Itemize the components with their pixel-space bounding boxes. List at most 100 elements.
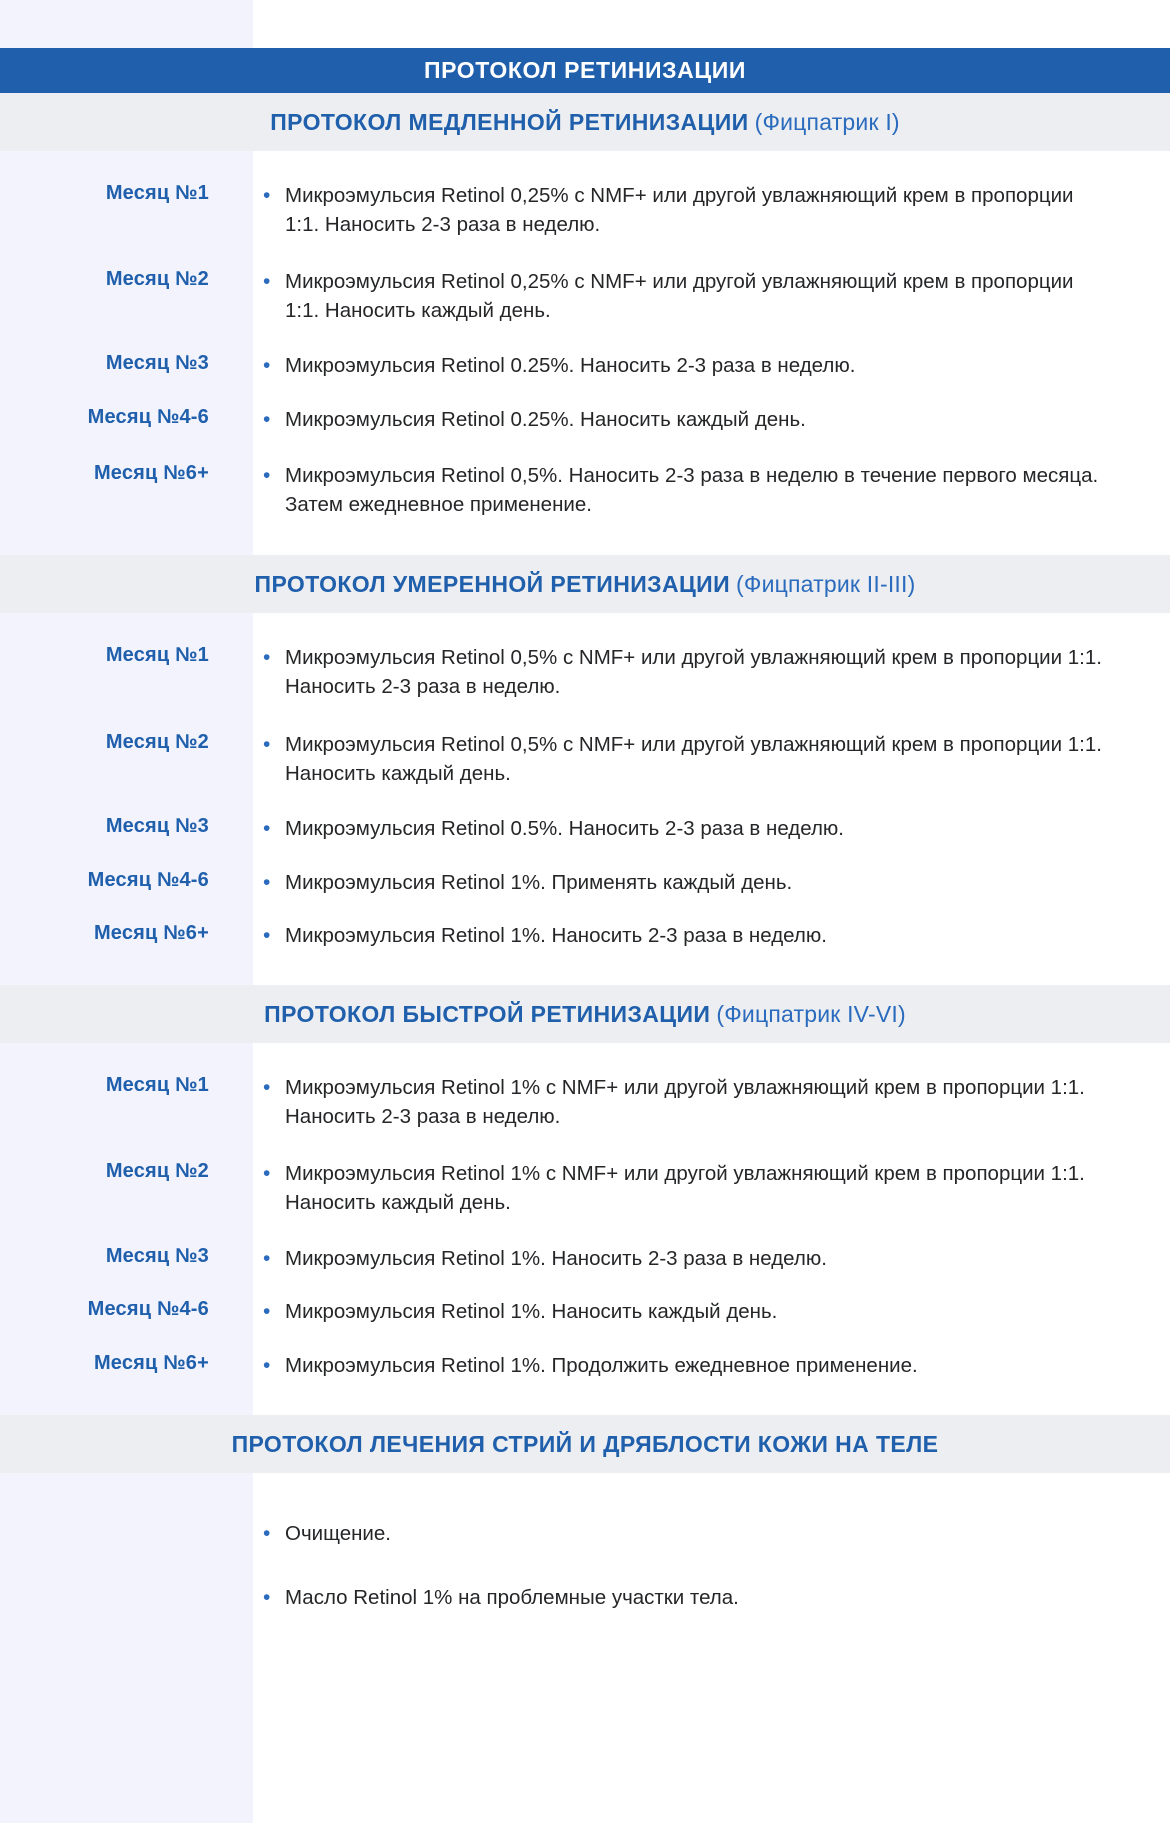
protocol-row: Месяц №4-6 • Микроэмульсия Retinol 0.25%… xyxy=(0,389,1170,443)
instruction-text: Микроэмульсия Retinol 1%. Применять кажд… xyxy=(285,870,793,894)
instruction-cell: • Микроэмульсия Retinol 1% с NMF+ или др… xyxy=(253,1159,1170,1217)
instruction-cell: • Микроэмульсия Retinol 0.5%. Наносить 2… xyxy=(253,814,1170,844)
section-header-moderate-retinization: ПРОТОКОЛ УМЕРЕННОЙ РЕТИНИЗАЦИИ (Фицпатрик… xyxy=(0,555,1170,614)
protocol-row: Месяц №2 • Микроэмульсия Retinol 1% с NM… xyxy=(0,1141,1170,1227)
instruction-cell: • Микроэмульсия Retinol 0.25%. Наносить … xyxy=(253,405,1170,435)
protocol-row: Месяц №2 • Микроэмульсия Retinol 0,25% с… xyxy=(0,249,1170,335)
month-cell: Месяц №3 xyxy=(0,351,253,375)
protocol-row: Месяц №4-6 • Микроэмульсия Retinol 1%. П… xyxy=(0,852,1170,906)
bullet-icon: • xyxy=(263,184,271,207)
month-label: Месяц №6+ xyxy=(93,462,209,485)
instruction-cell: • Микроэмульсия Retinol 0,25% с NMF+ или… xyxy=(253,267,1170,325)
document-title-banner: ПРОТОКОЛ РЕТИНИЗАЦИИ xyxy=(0,48,1170,93)
instruction-text: Микроэмульсия Retinol 1%. Наносить кажды… xyxy=(285,1300,778,1324)
month-label: Месяц №3 xyxy=(105,1244,209,1267)
month-label: Месяц №4-6 xyxy=(87,406,209,429)
bullet-icon: • xyxy=(263,1522,271,1546)
instruction-text: Микроэмульсия Retinol 0,5% с NMF+ или др… xyxy=(285,732,1102,785)
instruction-text: Микроэмульсия Retinol 0,5%. Наносить 2-3… xyxy=(285,464,1099,517)
section-header-slow-retinization: ПРОТОКОЛ МЕДЛЕННОЙ РЕТИНИЗАЦИИ (Фицпатрик… xyxy=(0,93,1170,151)
month-label: Месяц №2 xyxy=(105,1160,209,1183)
section-body-body-stretchmarks: • Очищение. • Масло Retinol 1% на пробле… xyxy=(0,1473,1170,1653)
month-cell: Месяц №6+ xyxy=(0,1351,253,1375)
section-subtitle-fitzpatrick: (Фицпатрик II-III) xyxy=(736,570,916,597)
month-cell: Месяц №2 xyxy=(0,730,253,754)
bullet-icon: • xyxy=(263,270,271,294)
bullet-icon: • xyxy=(263,1354,271,1378)
month-cell: Месяц №4-6 xyxy=(0,1297,253,1321)
section-title: ПРОТОКОЛ УМЕРЕННОЙ РЕТИНИЗАЦИИ xyxy=(254,570,731,597)
instruction-cell: • Микроэмульсия Retinol 1%. Наносить 2-3… xyxy=(253,1244,1170,1274)
bullet-icon: • xyxy=(263,732,271,756)
instruction-text: Микроэмульсия Retinol 1% с NMF+ или друг… xyxy=(285,1076,1085,1129)
instruction-text: Масло Retinol 1% на проблемные участки т… xyxy=(285,1585,739,1609)
month-label: Месяц №1 xyxy=(105,1074,209,1097)
month-cell: Месяц №1 xyxy=(0,181,253,205)
instruction-text: Микроэмульсия Retinol 0.25%. Наносить ка… xyxy=(285,408,806,432)
month-cell: Месяц №1 xyxy=(0,643,253,667)
instruction-text: Микроэмульсия Retinol 0,5% с NMF+ или др… xyxy=(285,646,1102,699)
bullet-icon: • xyxy=(263,1300,271,1324)
list-item: • Очищение. xyxy=(0,1519,1170,1583)
month-label: Месяц №4-6 xyxy=(87,1298,209,1321)
month-label: Месяц №1 xyxy=(105,182,209,204)
section-body-moderate-retinization: Месяц №1 • Микроэмульсия Retinol 0,5% с … xyxy=(0,613,1170,986)
bullet-icon: • xyxy=(263,354,271,378)
month-label: Месяц №2 xyxy=(105,268,209,291)
month-label: Месяц №3 xyxy=(105,814,209,837)
protocol-row: Месяц №3 • Микроэмульсия Retinol 0.25%. … xyxy=(0,335,1170,389)
month-label: Месяц №6+ xyxy=(93,1352,209,1375)
month-label: Месяц №1 xyxy=(105,644,209,667)
month-cell: Месяц №3 xyxy=(0,1244,253,1268)
protocol-row: Месяц №6+ • Микроэмульсия Retinol 1%. На… xyxy=(0,905,1170,959)
protocol-row: Месяц №3 • Микроэмульсия Retinol 0.5%. Н… xyxy=(0,798,1170,852)
instruction-cell: • Микроэмульсия Retinol 0.25%. Наносить … xyxy=(253,351,1170,381)
instruction-cell: • Микроэмульсия Retinol 0,25% с NMF+ или… xyxy=(253,181,1170,239)
instruction-cell: • Микроэмульсия Retinol 1% с NMF+ или др… xyxy=(253,1073,1170,1131)
month-cell: Месяц №2 xyxy=(0,267,253,291)
instruction-text: Микроэмульсия Retinol 1% с NMF+ или друг… xyxy=(285,1162,1085,1215)
month-cell: Месяц №6+ xyxy=(0,921,253,945)
month-label: Месяц №3 xyxy=(105,352,209,375)
instruction-cell: • Микроэмульсия Retinol 0,5% с NMF+ или … xyxy=(253,730,1170,788)
instruction-cell: • Микроэмульсия Retinol 1%. Применять ка… xyxy=(253,868,1170,898)
section-subtitle-fitzpatrick: (Фицпатрик IV-VI) xyxy=(716,1000,906,1027)
month-cell: Месяц №3 xyxy=(0,814,253,838)
section-body-fast-retinization: Месяц №1 • Микроэмульсия Retinol 1% с NM… xyxy=(0,1043,1170,1416)
bullet-icon: • xyxy=(263,1162,271,1186)
instruction-text: Микроэмульсия Retinol 0,25% с NMF+ или д… xyxy=(285,270,1074,323)
protocol-row: Месяц №3 • Микроэмульсия Retinol 1%. Нан… xyxy=(0,1228,1170,1282)
month-cell: Месяц №1 xyxy=(0,1073,253,1097)
section-title: ПРОТОКОЛ ЛЕЧЕНИЯ СТРИЙ И ДРЯБЛОСТИ КОЖИ … xyxy=(231,1430,939,1457)
instruction-cell: • Микроэмульсия Retinol 0,5%. Наносить 2… xyxy=(253,461,1170,519)
instruction-text: Микроэмульсия Retinol 1%. Наносить 2-3 р… xyxy=(285,1246,827,1270)
protocol-row: Месяц №6+ • Микроэмульсия Retinol 0,5%. … xyxy=(0,443,1170,529)
list-item: • Масло Retinol 1% на проблемные участки… xyxy=(0,1583,1170,1613)
section-title: ПРОТОКОЛ БЫСТРОЙ РЕТИНИЗАЦИИ xyxy=(264,1000,711,1027)
page-title: ПРОТОКОЛ РЕТИНИЗАЦИИ xyxy=(424,57,746,83)
section-title: ПРОТОКОЛ МЕДЛЕННОЙ РЕТИНИЗАЦИИ xyxy=(270,108,749,135)
instruction-cell: • Микроэмульсия Retinol 1%. Наносить 2-3… xyxy=(253,921,1170,951)
month-cell: Месяц №4-6 xyxy=(0,405,253,429)
section-header-body-stretchmarks: ПРОТОКОЛ ЛЕЧЕНИЯ СТРИЙ И ДРЯБЛОСТИ КОЖИ … xyxy=(0,1415,1170,1474)
bullet-icon: • xyxy=(263,1246,271,1270)
bullet-icon: • xyxy=(263,408,271,432)
protocol-row: Месяц №1 • Микроэмульсия Retinol 0,25% с… xyxy=(0,163,1170,249)
instruction-text: Микроэмульсия Retinol 0.5%. Наносить 2-3… xyxy=(285,816,845,840)
protocol-row: Месяц №4-6 • Микроэмульсия Retinol 1%. Н… xyxy=(0,1281,1170,1335)
top-margin xyxy=(0,0,1170,48)
month-cell: Месяц №2 xyxy=(0,1159,253,1183)
bullet-icon: • xyxy=(263,464,271,488)
bottom-margin xyxy=(0,1652,1170,1823)
bullet-icon: • xyxy=(263,924,271,948)
instruction-cell: • Микроэмульсия Retinol 0,5% с NMF+ или … xyxy=(253,643,1170,701)
instruction-text: Микроэмульсия Retinol 0,25% с NMF+ или д… xyxy=(285,184,1074,237)
bullet-icon: • xyxy=(263,816,271,840)
bullet-icon: • xyxy=(263,646,271,670)
protocol-row: Месяц №1 • Микроэмульсия Retinol 1% с NM… xyxy=(0,1055,1170,1141)
month-label: Месяц №4-6 xyxy=(87,868,209,891)
month-cell: Месяц №6+ xyxy=(0,461,253,485)
instruction-text: Микроэмульсия Retinol 0.25%. Наносить 2-… xyxy=(285,354,856,378)
section-body-slow-retinization: Месяц №1 • Микроэмульсия Retinol 0,25% с… xyxy=(0,151,1170,556)
